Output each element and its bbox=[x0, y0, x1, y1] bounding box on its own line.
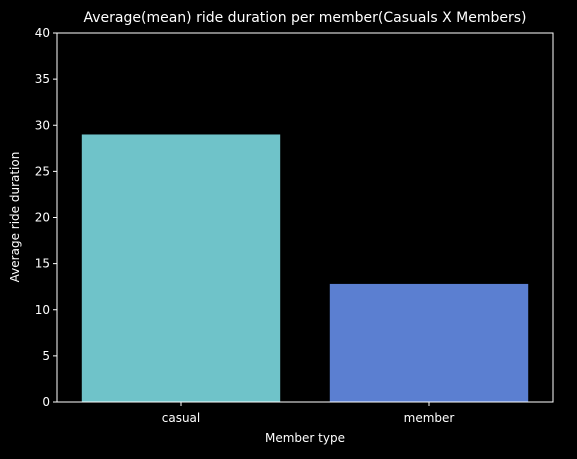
y-tick-label: 5 bbox=[42, 349, 50, 363]
x-axis-label: Member type bbox=[265, 431, 345, 445]
y-tick-label: 30 bbox=[35, 118, 50, 132]
y-axis-label: Average ride duration bbox=[8, 152, 22, 283]
bars-group bbox=[81, 134, 529, 402]
x-tick-label-member: member bbox=[404, 411, 455, 425]
x-tick-label-casual: casual bbox=[162, 411, 201, 425]
bar-casual bbox=[81, 134, 281, 402]
x-axis: casual member bbox=[162, 402, 455, 425]
y-tick-label: 0 bbox=[42, 395, 50, 409]
y-axis: 0 5 10 15 20 25 30 35 40 bbox=[35, 26, 57, 409]
y-tick-label: 35 bbox=[35, 72, 50, 86]
y-tick-label: 20 bbox=[35, 211, 50, 225]
y-tick-label: 25 bbox=[35, 164, 50, 178]
y-tick-label: 15 bbox=[35, 257, 50, 271]
y-tick-label: 40 bbox=[35, 26, 50, 40]
bar-member bbox=[329, 283, 529, 402]
y-tick-label: 10 bbox=[35, 303, 50, 317]
chart-title: Average(mean) ride duration per member(C… bbox=[84, 10, 527, 26]
